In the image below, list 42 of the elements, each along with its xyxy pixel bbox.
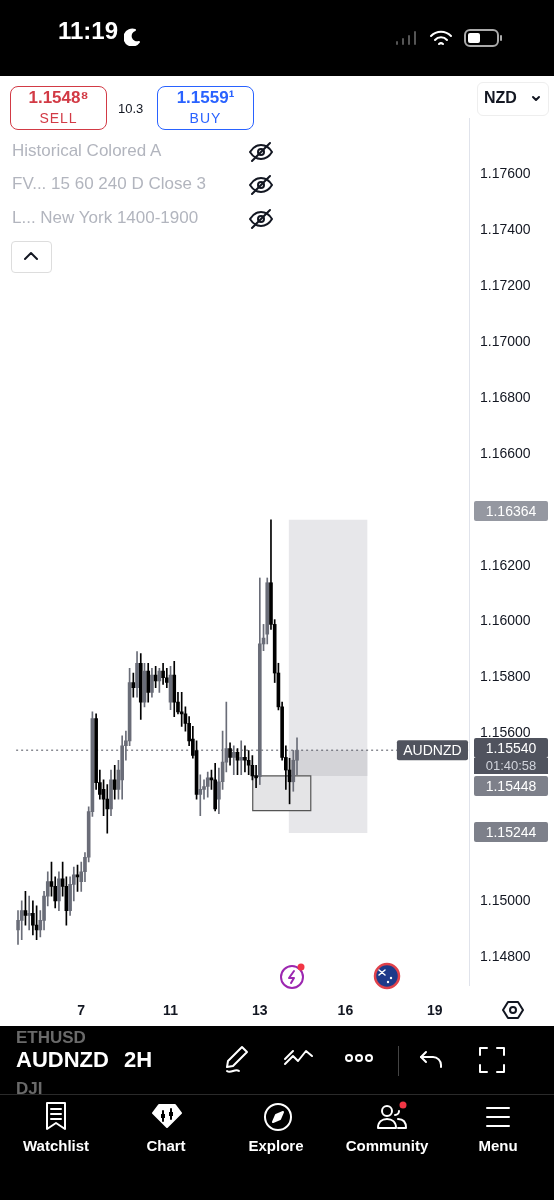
text: 10.3	[118, 100, 144, 118]
x-tick-label: 7	[77, 1002, 86, 1019]
y-tick-label: 1.17600	[480, 165, 531, 182]
text: 1.15448	[474, 776, 548, 796]
text: Community	[344, 1137, 430, 1155]
x-tick-label: 13	[252, 1002, 268, 1019]
x-tick-label: 19	[426, 1002, 443, 1019]
annotation: BUY	[188, 109, 223, 127]
y-tick-label: 1.17000	[480, 332, 531, 349]
y-tick-label: 1.14800	[480, 947, 531, 964]
y-tick-label: 1.16600	[480, 444, 531, 461]
y-tick-label: 1.15800	[480, 668, 531, 685]
text: 1.1559¹	[175, 88, 236, 107]
y-tick-label: 1.15000	[480, 891, 531, 908]
text: 01:40:58	[474, 758, 548, 774]
annotation: SELL	[38, 109, 79, 127]
y-tick-label: 1.17400	[480, 221, 531, 238]
text: 1.16364	[474, 501, 548, 521]
ref-line-label: AUDNZD	[403, 742, 462, 759]
text: 1.15244	[474, 822, 548, 842]
text: 11:19	[58, 17, 119, 44]
text: 1.15540	[474, 738, 548, 758]
y-tick-label: 1.16800	[480, 388, 531, 405]
text: NZD	[484, 89, 517, 107]
annotation: Historical Colored A	[12, 141, 162, 160]
text: AUDNZD	[16, 1047, 109, 1073]
text: Menu	[477, 1137, 519, 1155]
text: Chart	[145, 1137, 187, 1155]
text: Explore	[247, 1137, 305, 1155]
x-tick-label: 16	[337, 1002, 354, 1019]
y-tick-label: 1.17200	[480, 276, 531, 293]
x-tick-label: 11	[163, 1002, 179, 1019]
text: 2H	[124, 1047, 153, 1073]
y-tick-label: 1.15600	[480, 724, 531, 741]
y-tick-label: 1.16000	[480, 612, 531, 629]
annotation: L... New York 1400-1900	[12, 208, 199, 227]
text: 1.1548⁸	[27, 88, 90, 107]
annotation: FV... 15 60 240 D Close 3	[12, 174, 207, 193]
text: Watchlist	[21, 1137, 91, 1155]
y-tick-label: 1.16200	[480, 556, 531, 573]
text: ETHUSD	[16, 1028, 86, 1047]
text: DJI	[16, 1079, 43, 1098]
